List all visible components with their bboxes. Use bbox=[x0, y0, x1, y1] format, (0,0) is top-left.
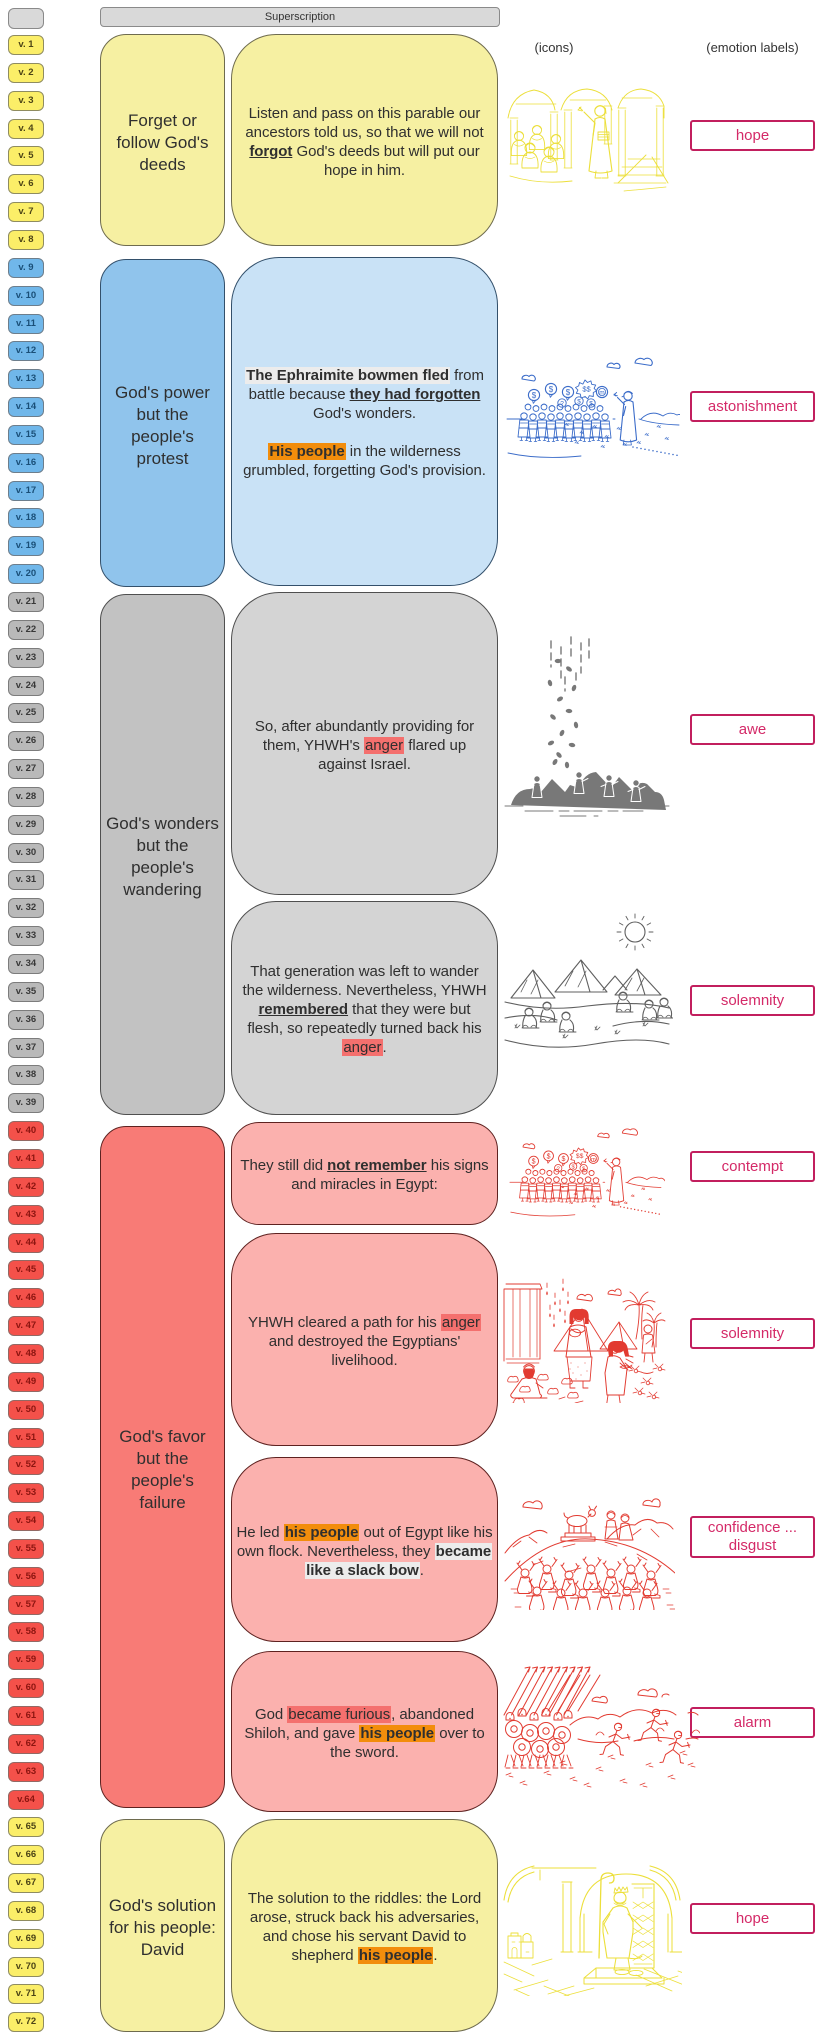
svg-text:$$: $$ bbox=[576, 1153, 584, 1160]
svg-text:?: ? bbox=[560, 400, 564, 407]
svg-text:m: m bbox=[591, 1157, 596, 1163]
svg-text:$$: $$ bbox=[582, 385, 591, 394]
svg-text:$: $ bbox=[549, 385, 554, 394]
svg-text:$: $ bbox=[562, 1156, 566, 1163]
svg-text:$: $ bbox=[532, 391, 537, 400]
svg-text:$: $ bbox=[572, 1165, 576, 1171]
svg-text:$: $ bbox=[577, 398, 581, 405]
svg-text:?: ? bbox=[557, 1166, 560, 1172]
svg-text:$: $ bbox=[566, 388, 571, 397]
svg-text:$: $ bbox=[547, 1153, 551, 1160]
svg-text:m: m bbox=[599, 390, 604, 397]
svg-text:$: $ bbox=[532, 1159, 536, 1166]
